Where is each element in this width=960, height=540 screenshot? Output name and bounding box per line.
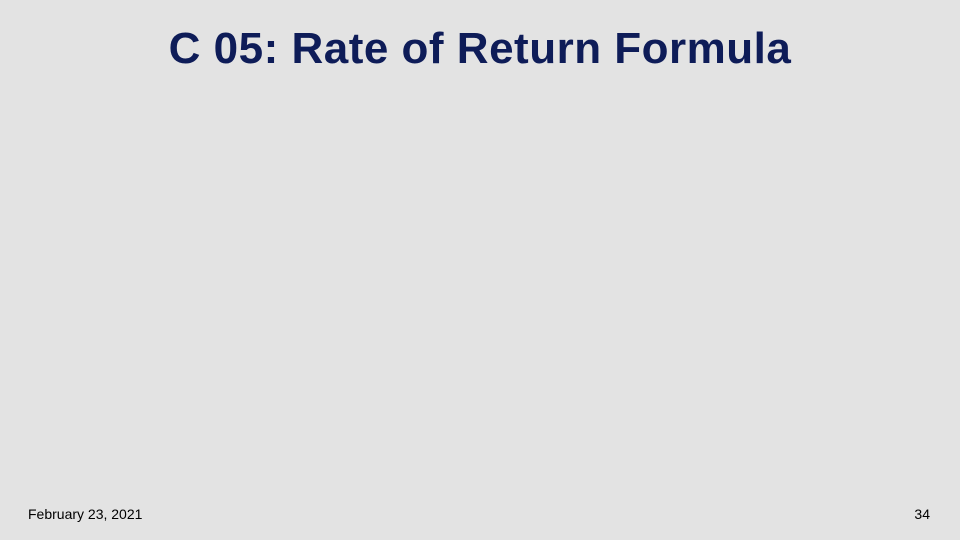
slide-title: C 05: Rate of Return Formula xyxy=(0,24,960,74)
footer-page-number: 34 xyxy=(914,506,930,522)
footer-date: February 23, 2021 xyxy=(28,506,142,522)
